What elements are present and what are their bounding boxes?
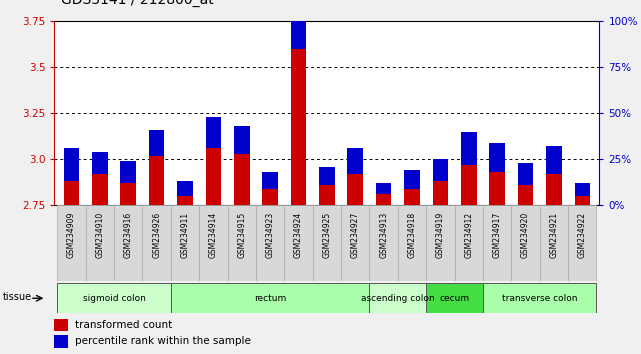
Text: GSM234918: GSM234918	[408, 211, 417, 257]
Bar	[121, 161, 136, 183]
Bar	[461, 132, 477, 165]
Bar	[92, 174, 108, 205]
Text: GSM234924: GSM234924	[294, 211, 303, 258]
Text: GSM234921: GSM234921	[549, 211, 558, 257]
Text: GSM234912: GSM234912	[464, 211, 473, 257]
Bar	[57, 283, 171, 313]
Bar	[483, 283, 597, 313]
Bar	[574, 183, 590, 196]
Text: GSM234917: GSM234917	[493, 211, 502, 258]
Bar	[568, 205, 597, 281]
Bar	[341, 205, 369, 281]
Bar	[171, 205, 199, 281]
Text: GDS3141 / 212800_at: GDS3141 / 212800_at	[61, 0, 213, 7]
Text: rectum: rectum	[254, 294, 287, 303]
Bar	[177, 196, 193, 205]
Bar	[404, 189, 420, 205]
Bar	[63, 148, 79, 181]
Bar	[54, 335, 68, 348]
Bar	[63, 181, 79, 205]
Bar	[291, 0, 306, 49]
Text: GSM234925: GSM234925	[322, 211, 331, 258]
Text: GSM234916: GSM234916	[124, 211, 133, 258]
Bar	[319, 185, 335, 205]
Bar	[177, 181, 193, 196]
Text: GSM234909: GSM234909	[67, 211, 76, 258]
Bar	[461, 165, 477, 205]
Bar	[234, 126, 249, 154]
Text: GSM234919: GSM234919	[436, 211, 445, 258]
Bar	[540, 205, 568, 281]
Bar	[376, 194, 392, 205]
Text: GSM234920: GSM234920	[521, 211, 530, 258]
Bar	[285, 205, 313, 281]
Bar	[369, 205, 398, 281]
Bar	[228, 205, 256, 281]
Bar	[121, 183, 136, 205]
Text: transformed count: transformed count	[76, 320, 172, 330]
Text: GSM234910: GSM234910	[96, 211, 104, 258]
Bar	[54, 319, 68, 331]
Bar	[574, 196, 590, 205]
Text: tissue: tissue	[3, 292, 32, 302]
Bar	[426, 205, 454, 281]
Bar	[433, 181, 448, 205]
Bar	[483, 205, 512, 281]
Text: GSM234913: GSM234913	[379, 211, 388, 258]
Bar	[199, 205, 228, 281]
Bar	[347, 148, 363, 174]
Bar	[376, 183, 392, 194]
Text: sigmoid colon: sigmoid colon	[83, 294, 146, 303]
Bar	[149, 130, 165, 156]
Bar	[369, 283, 426, 313]
Text: transverse colon: transverse colon	[502, 294, 578, 303]
Text: percentile rank within the sample: percentile rank within the sample	[76, 336, 251, 346]
Bar	[454, 205, 483, 281]
Bar	[92, 152, 108, 174]
Bar	[206, 117, 221, 148]
Text: cecum: cecum	[440, 294, 470, 303]
Text: GSM234923: GSM234923	[265, 211, 274, 258]
Bar	[291, 49, 306, 205]
Bar	[142, 205, 171, 281]
Bar	[262, 172, 278, 189]
Bar	[518, 185, 533, 205]
Bar	[313, 205, 341, 281]
Bar	[433, 159, 448, 181]
Bar	[489, 143, 505, 172]
Text: GSM234926: GSM234926	[152, 211, 161, 258]
Bar	[546, 174, 562, 205]
Bar	[234, 154, 249, 205]
Bar	[404, 170, 420, 189]
Bar	[426, 283, 483, 313]
Bar	[256, 205, 285, 281]
Bar	[518, 163, 533, 185]
Bar	[171, 283, 369, 313]
Bar	[262, 189, 278, 205]
Bar	[319, 167, 335, 185]
Bar	[489, 172, 505, 205]
Bar	[512, 205, 540, 281]
Text: GSM234911: GSM234911	[181, 211, 190, 257]
Text: GSM234927: GSM234927	[351, 211, 360, 258]
Text: GSM234915: GSM234915	[237, 211, 246, 258]
Bar	[347, 174, 363, 205]
Bar	[114, 205, 142, 281]
Bar	[86, 205, 114, 281]
Text: ascending colon: ascending colon	[361, 294, 435, 303]
Bar	[546, 147, 562, 174]
Bar	[398, 205, 426, 281]
Bar	[206, 148, 221, 205]
Text: GSM234914: GSM234914	[209, 211, 218, 258]
Bar	[149, 156, 165, 205]
Bar	[57, 205, 86, 281]
Text: GSM234922: GSM234922	[578, 211, 587, 257]
